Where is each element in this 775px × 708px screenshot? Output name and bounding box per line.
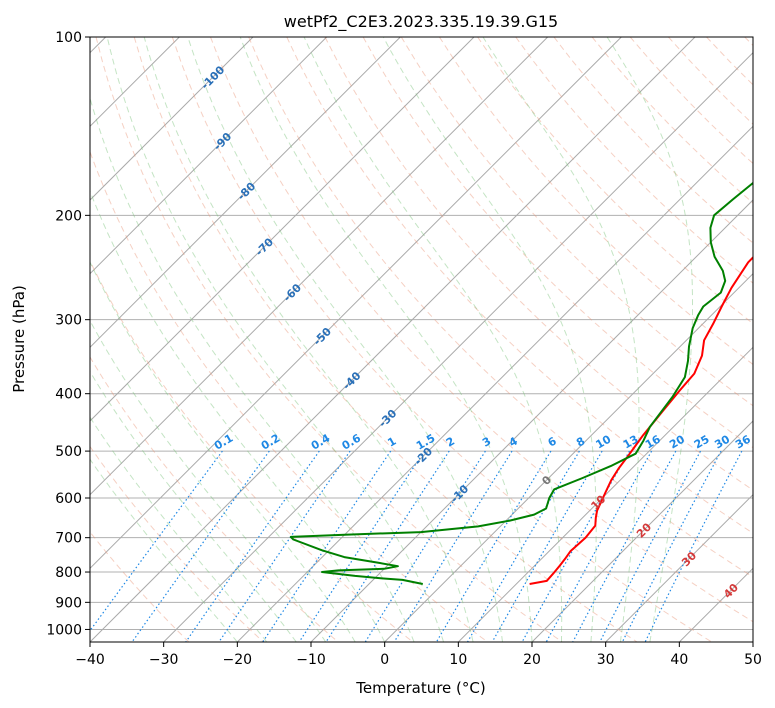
x-tick-label: −20 bbox=[223, 652, 253, 668]
isotherm-line bbox=[163, 51, 753, 642]
x-axis-label: Temperature (°C) bbox=[355, 679, 485, 697]
moist-adiabat bbox=[382, 37, 597, 642]
dry-adiabat bbox=[286, 37, 753, 534]
mixing-ratio-line bbox=[572, 450, 677, 642]
moist-adiabat bbox=[90, 370, 297, 642]
y-tick-label: 900 bbox=[55, 595, 82, 611]
dry-adiabat bbox=[248, 37, 753, 578]
profile-lines bbox=[289, 181, 753, 585]
y-axis: 100 200 300 400 500 600 700 800 900 1000 bbox=[46, 30, 90, 638]
y-axis-label: Pressure (hPa) bbox=[10, 285, 28, 393]
x-axis: −40 −30 −20 −10 0 10 20 30 40 50 bbox=[75, 642, 762, 668]
isotherm-line bbox=[310, 199, 753, 642]
y-tick-label: 1000 bbox=[46, 622, 82, 638]
isotherm-line bbox=[90, 37, 254, 201]
mixing-ratio-line bbox=[521, 450, 631, 642]
dry-adiabat bbox=[90, 445, 264, 642]
moist-adiabat bbox=[143, 37, 474, 642]
moist-adiabat bbox=[90, 458, 238, 642]
dry-adiabat bbox=[95, 37, 563, 642]
moist-adiabat bbox=[90, 260, 356, 642]
mixing-ratio-line bbox=[545, 450, 653, 642]
moist-adiabat bbox=[303, 37, 563, 642]
moist-adiabat bbox=[482, 37, 640, 642]
x-tick-label: 40 bbox=[670, 652, 688, 668]
mixing-ratio-line bbox=[599, 450, 702, 642]
x-tick-label: 50 bbox=[744, 652, 762, 668]
mixing-ratio-line bbox=[621, 450, 722, 642]
isotherm-line bbox=[236, 125, 753, 642]
isotherm-line bbox=[531, 420, 753, 642]
x-tick-label: −40 bbox=[75, 652, 105, 668]
moist-adiabat bbox=[106, 37, 445, 642]
moist-adiabat bbox=[90, 416, 268, 642]
y-tick-label: 100 bbox=[55, 30, 82, 46]
mixing-ratio-line bbox=[185, 450, 320, 642]
chart-title: wetPf2_C2E3.2023.335.19.39.G15 bbox=[284, 12, 558, 32]
mixing-ratio-line bbox=[298, 450, 425, 642]
dry-adiabat bbox=[438, 37, 753, 366]
x-tick-label: 20 bbox=[523, 652, 541, 668]
y-tick-label: 200 bbox=[55, 208, 82, 224]
isotherm-line bbox=[90, 37, 328, 275]
dry-adiabat bbox=[171, 37, 712, 642]
isotherm-line bbox=[90, 37, 696, 642]
mixing-ratio-line bbox=[644, 450, 743, 642]
y-tick-label: 700 bbox=[55, 531, 82, 547]
x-tick-label: 10 bbox=[449, 652, 467, 668]
dry-adiabat bbox=[210, 37, 753, 623]
x-tick-label: −30 bbox=[149, 652, 179, 668]
mixing-ratio-line bbox=[491, 450, 603, 642]
x-tick-label: 30 bbox=[597, 652, 615, 668]
isotherm-line bbox=[605, 493, 753, 642]
temperature-profile bbox=[529, 256, 753, 585]
isotherm-line bbox=[752, 641, 753, 642]
dry-adiabat bbox=[90, 356, 339, 642]
moist-adiabat bbox=[90, 96, 415, 642]
y-tick-label: 400 bbox=[55, 387, 82, 403]
isotherm-line bbox=[90, 37, 549, 496]
isotherm-line bbox=[384, 272, 753, 642]
y-tick-label: 800 bbox=[55, 565, 82, 581]
mixing-ratio-line bbox=[262, 450, 392, 642]
mixing-ratio-line bbox=[90, 450, 223, 632]
plot-background bbox=[90, 37, 753, 642]
x-tick-label: 0 bbox=[380, 652, 389, 668]
moist-adiabat bbox=[606, 37, 693, 642]
dry-adiabat bbox=[324, 37, 753, 491]
mixing-ratio-line bbox=[218, 450, 351, 642]
dewpoint-profile bbox=[289, 181, 753, 585]
dry-adiabat bbox=[90, 259, 414, 642]
moist-adiabat bbox=[239, 37, 533, 642]
x-tick-label: −10 bbox=[296, 652, 326, 668]
isotherm-line bbox=[90, 37, 622, 570]
dry-adiabat bbox=[90, 150, 488, 642]
y-tick-label: 300 bbox=[55, 313, 82, 329]
plot-frame bbox=[89, 36, 754, 643]
mixing-ratio-line bbox=[393, 450, 513, 642]
dry-adiabat bbox=[133, 37, 638, 642]
isotherm-line bbox=[457, 346, 753, 642]
y-tick-label: 500 bbox=[55, 444, 82, 460]
moist-adiabat bbox=[90, 319, 327, 642]
isotherm-line bbox=[90, 37, 401, 349]
background-lines bbox=[90, 37, 753, 642]
moist-adiabat bbox=[90, 189, 386, 642]
moist-adiabat bbox=[187, 37, 503, 642]
y-tick-label: 600 bbox=[55, 491, 82, 507]
isotherm-line bbox=[90, 37, 475, 422]
dry-adiabat bbox=[477, 37, 753, 325]
